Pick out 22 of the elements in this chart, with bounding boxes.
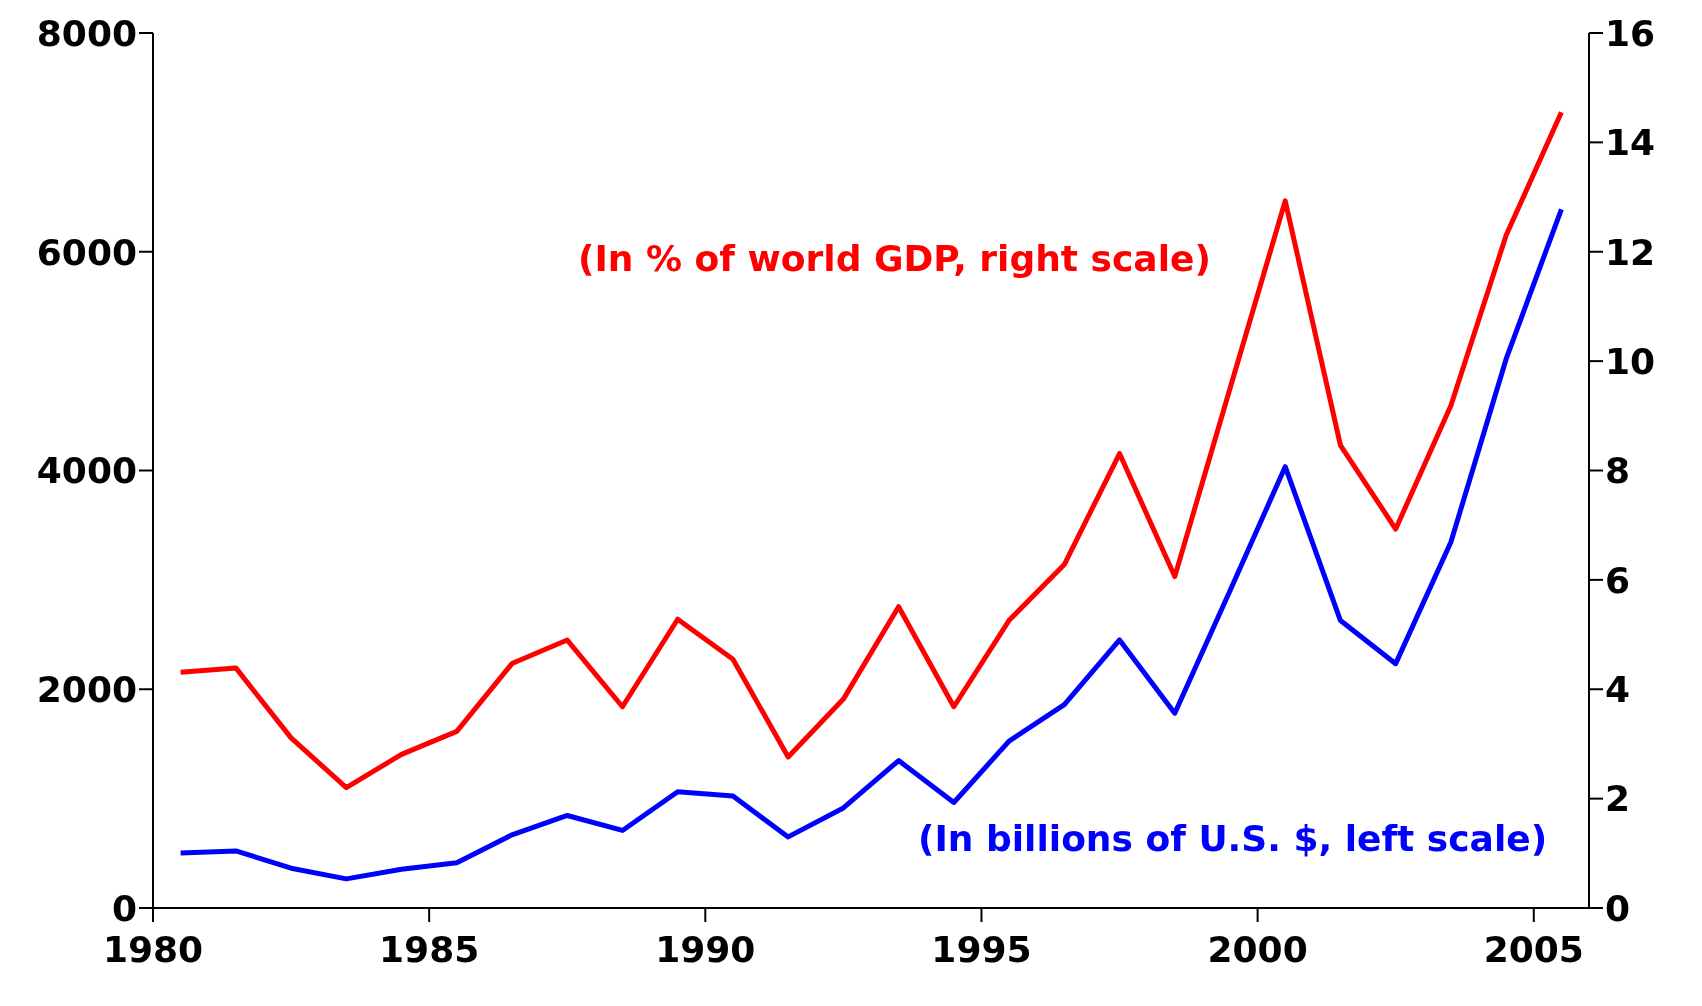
y2-tick-label: 4	[1605, 669, 1631, 711]
x-tick-label: 1985	[379, 928, 480, 970]
series-label: (In billions of U.S. $, left scale)	[918, 818, 1548, 859]
y2-tick-label: 2	[1605, 778, 1631, 820]
y2-tick-label: 12	[1605, 231, 1656, 273]
y-tick-label: 2000	[36, 669, 137, 711]
y2-tick-label: 10	[1605, 340, 1656, 382]
y-tick-label: 0	[111, 887, 137, 929]
x-tick-label: 1990	[655, 928, 756, 970]
y2-tick-label: 16	[1605, 12, 1656, 54]
x-tick-label: 1995	[931, 928, 1032, 970]
x-tick-label: 2005	[1483, 928, 1584, 970]
x-tick-label: 1980	[102, 928, 204, 970]
y2-tick-label: 14	[1605, 122, 1656, 164]
y-tick-label: 6000	[36, 231, 137, 273]
series-label: (In % of world GDP, right scale)	[578, 238, 1211, 279]
y2-tick-label: 6	[1605, 559, 1631, 601]
x-tick-label: 2000	[1207, 928, 1308, 970]
y-tick-label: 4000	[36, 450, 137, 492]
y2-tick-label: 0	[1605, 887, 1631, 929]
y2-tick-label: 8	[1605, 450, 1631, 492]
y-tick-label: 8000	[36, 12, 137, 54]
